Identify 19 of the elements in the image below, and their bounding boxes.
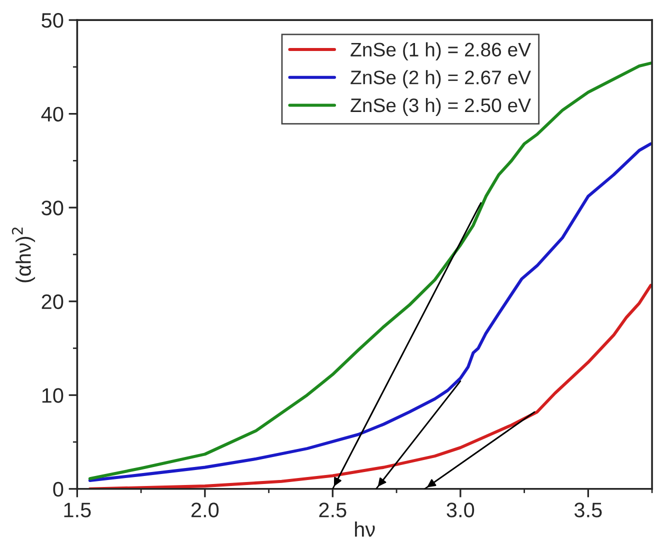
y-tick-label: 0 bbox=[53, 482, 64, 497]
y-tick-label: 30 bbox=[42, 200, 64, 216]
x-tick-label: 2.0 bbox=[191, 502, 219, 518]
legend-label: ZnSe (2 h) = 2.67 eV bbox=[350, 70, 531, 88]
x-tick-label: 3.5 bbox=[574, 502, 602, 518]
y-tick-label: 50 bbox=[42, 13, 64, 28]
y-tick-label: 40 bbox=[41, 106, 64, 122]
x-tick-label: 1.5 bbox=[64, 502, 91, 518]
legend-label: ZnSe (1 h) = 2.86 eV bbox=[350, 42, 531, 60]
y-axis-title: (αhν)$^{2}$ bbox=[12, 228, 36, 282]
x-axis-title: hν bbox=[355, 522, 375, 537]
line-series bbox=[88, 142, 652, 482]
x-tick-label: 2.5 bbox=[319, 502, 346, 518]
x-tick-label: 3.0 bbox=[446, 502, 474, 518]
y-tick-label: 20 bbox=[42, 294, 64, 310]
y-tick-label: 10 bbox=[42, 388, 64, 403]
legend-label: ZnSe (3 h) = 2.50 eV bbox=[350, 98, 531, 116]
line-series bbox=[88, 62, 652, 480]
line-series bbox=[88, 284, 652, 489]
